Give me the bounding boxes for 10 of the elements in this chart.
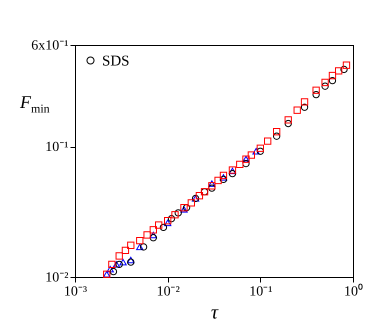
y-tick-label: 6x10⁻¹	[31, 38, 68, 54]
x-tick-label: 10⁰	[344, 284, 363, 300]
x-tick-label: 10⁻²	[156, 284, 180, 300]
y-tick-label: 10⁻¹	[45, 140, 68, 156]
x-tick-label: 10⁻¹	[249, 284, 272, 300]
x-axis-title: τ	[210, 302, 219, 324]
y-axis-title: F$_{min}$	[20, 92, 50, 117]
legend-label: SDS	[102, 54, 130, 70]
x-tick-label: 10⁻³	[64, 284, 88, 300]
y-tick-label: 10⁻²	[45, 270, 68, 286]
